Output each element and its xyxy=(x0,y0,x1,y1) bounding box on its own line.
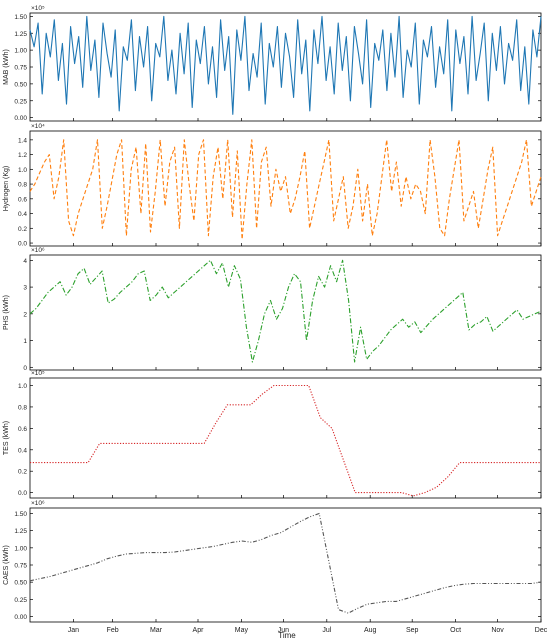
y-tick-label: 1.0 xyxy=(18,383,27,390)
y-tick-label: 0.00 xyxy=(14,115,27,122)
x-tick-label: Aug xyxy=(364,627,377,634)
y-tick-label: 1.50 xyxy=(14,511,27,518)
y-tick-label: 0.2 xyxy=(18,226,27,233)
series-line xyxy=(29,259,542,363)
series-line xyxy=(29,512,542,614)
axis-multiplier: ×10⁶ xyxy=(31,500,45,507)
y-tick-label: 1.2 xyxy=(18,152,27,159)
axis-multiplier: ×10⁶ xyxy=(31,247,45,254)
y-tick-label: 1 xyxy=(23,338,27,345)
y-tick-label: 0.8 xyxy=(18,182,27,189)
y-tick-label: 2 xyxy=(23,311,27,318)
y-tick-label: 0.0 xyxy=(18,490,27,497)
chart-panel-2: 0.0 0.2 0.4 0.6 0.8 1.0 1.2 1.4 ×10⁴ Hydrogen (Kg… xyxy=(3,123,542,248)
y-tick-label: 0.8 xyxy=(18,404,27,411)
y-tick-label: 0 xyxy=(23,365,27,372)
y-tick-label: 4 xyxy=(23,258,27,265)
chart-panel-1: 0.00 0.25 0.50 0.75 1.00 1.25 1.50 ×10⁵ MAB (kWh… xyxy=(3,5,542,122)
shared-x-axis: Jan Feb Mar Apr May Jun Jul Aug Sep Oct Nov Dec xyxy=(68,627,548,634)
x-tick-label: Feb xyxy=(107,627,119,634)
x-tick-label: May xyxy=(235,627,249,634)
y-tick-label: 0.6 xyxy=(18,426,27,433)
plot-frame xyxy=(29,507,542,623)
plot-frame xyxy=(29,12,542,122)
plot-frame xyxy=(29,254,542,371)
y-tick-label: 0.2 xyxy=(18,469,27,476)
x-tick-label: Oct xyxy=(450,627,461,634)
series-line xyxy=(30,384,541,497)
axis-multiplier: ×10⁴ xyxy=(31,123,45,130)
x-tick-label: Jan xyxy=(68,627,79,634)
x-axis-title: Time xyxy=(278,631,296,640)
y-tick-label: 1.00 xyxy=(14,48,27,55)
axis-multiplier: ×10⁵ xyxy=(31,5,45,12)
y-axis-label: MAB (kWh) xyxy=(3,49,10,85)
y-tick-label: 0.50 xyxy=(14,580,27,587)
x-tick-label: Nov xyxy=(491,627,504,634)
series-line xyxy=(29,15,542,115)
y-axis-label: CAES (kWh) xyxy=(3,545,10,585)
y-tick-label: 1.50 xyxy=(14,14,27,21)
chart-panel-4: 0.0 0.2 0.4 0.6 0.8 1.0 ×10⁵ TES (kWh) xyxy=(3,370,542,499)
y-tick-label: 0.4 xyxy=(18,447,27,454)
chart-panel-3: 0 1 2 3 4 ×10⁶ PHS (kWh) xyxy=(3,247,542,372)
plot-frame xyxy=(29,377,542,499)
x-tick-label: Apr xyxy=(193,627,205,634)
chart-panel-5: 0.00 0.25 0.50 0.75 1.00 1.25 1.50 ×10⁶ CAES (kW… xyxy=(3,500,542,623)
x-tick-label: Jun xyxy=(278,627,289,634)
y-tick-label: 0.75 xyxy=(14,65,27,72)
plot-frame xyxy=(29,130,542,247)
y-tick-label: 0.0 xyxy=(18,241,27,248)
y-tick-label: 0.6 xyxy=(18,196,27,203)
y-tick-label: 0.25 xyxy=(14,98,27,105)
y-axis-label: Hydrogen (Kg) xyxy=(3,166,10,212)
x-tick-label: Sep xyxy=(406,627,419,634)
y-tick-label: 1.25 xyxy=(14,31,27,38)
series-line xyxy=(29,139,542,240)
y-tick-label: 3 xyxy=(23,285,27,292)
y-tick-label: 0.25 xyxy=(14,597,27,604)
y-axis-label: PHS (kWh) xyxy=(3,295,10,330)
x-tick-label: Jul xyxy=(322,627,331,634)
x-tick-label: Dec xyxy=(535,627,548,634)
y-tick-label: 1.25 xyxy=(14,528,27,535)
y-tick-label: 0.4 xyxy=(18,211,27,218)
axis-multiplier: ×10⁵ xyxy=(31,370,45,377)
x-tick-label: Mar xyxy=(150,627,163,634)
y-tick-label: 0.00 xyxy=(14,614,27,621)
y-tick-label: 0.75 xyxy=(14,563,27,570)
y-tick-label: 1.00 xyxy=(14,545,27,552)
y-axis-label: TES (kWh) xyxy=(3,421,10,455)
y-tick-label: 1.4 xyxy=(18,137,27,144)
y-tick-label: 1.0 xyxy=(18,167,27,174)
y-tick-label: 0.50 xyxy=(14,81,27,88)
